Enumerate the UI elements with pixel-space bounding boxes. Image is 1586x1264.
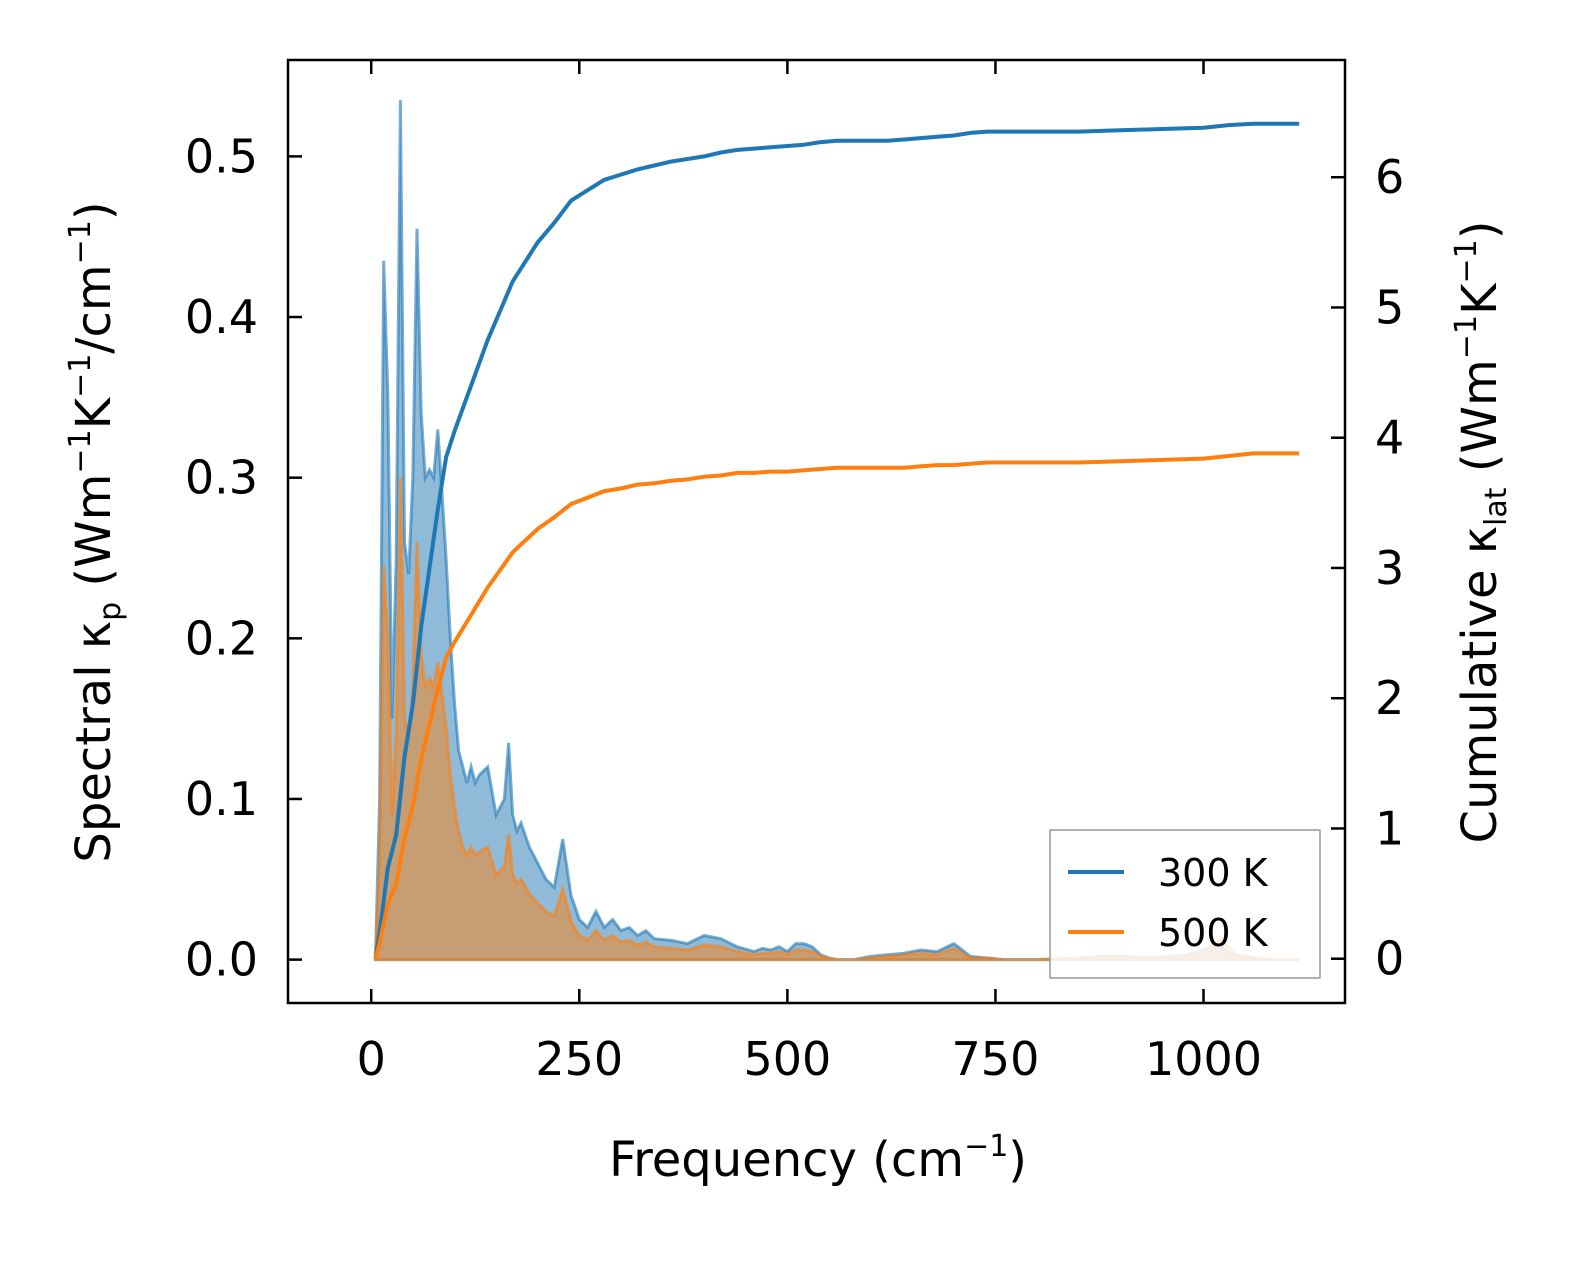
x-tick-label: 0 bbox=[357, 1032, 386, 1086]
cumulative-line-300k bbox=[373, 121, 1300, 960]
y-right-tick-label: 1 bbox=[1375, 801, 1404, 855]
y-right-tick-label: 6 bbox=[1375, 150, 1404, 204]
y-left-tick-label: 0.1 bbox=[185, 772, 258, 826]
y-left-tick-label: 0.0 bbox=[185, 933, 258, 987]
x-tick-label: 500 bbox=[743, 1032, 831, 1086]
y-right-tick-label: 0 bbox=[1375, 932, 1404, 986]
y-left-tick-label: 0.3 bbox=[185, 451, 258, 505]
legend-label-500k: 500 K bbox=[1158, 911, 1269, 955]
plot-frame bbox=[286, 58, 1347, 1005]
y-left-tick-label: 0.4 bbox=[185, 290, 258, 344]
x-tick-label: 1000 bbox=[1145, 1032, 1262, 1086]
legend-label-300k: 300 K bbox=[1158, 851, 1269, 895]
y-right-tick-label: 5 bbox=[1375, 280, 1404, 334]
legend: 300 K 500 K bbox=[1049, 829, 1321, 979]
ticks-layer: 0 250 500 750 1000 0.0 0.1 0.2 0.3 0.4 0.5 0 1 2 3 4 5 6 bbox=[185, 60, 1404, 1086]
cumulative-line-layer bbox=[373, 121, 1300, 960]
x-tick-label: 250 bbox=[535, 1032, 623, 1086]
y-axis-left-label: Spectral κp (Wm−1K−1/cm−1) bbox=[63, 201, 128, 862]
y-axis-right-label: Cumulative κlat (Wm−1K−1) bbox=[1449, 221, 1514, 844]
y-left-tick-label: 0.2 bbox=[185, 611, 258, 665]
y-right-tick-label: 3 bbox=[1375, 541, 1404, 595]
x-axis-label: Frequency (cm−1) bbox=[609, 1129, 1027, 1188]
y-right-tick-label: 2 bbox=[1375, 671, 1404, 725]
y-right-tick-label: 4 bbox=[1375, 411, 1404, 465]
cumulative-line-500k bbox=[373, 451, 1300, 960]
legend-box bbox=[1049, 829, 1321, 979]
x-tick-label: 750 bbox=[952, 1032, 1040, 1086]
y-left-tick-label: 0.5 bbox=[185, 129, 258, 183]
